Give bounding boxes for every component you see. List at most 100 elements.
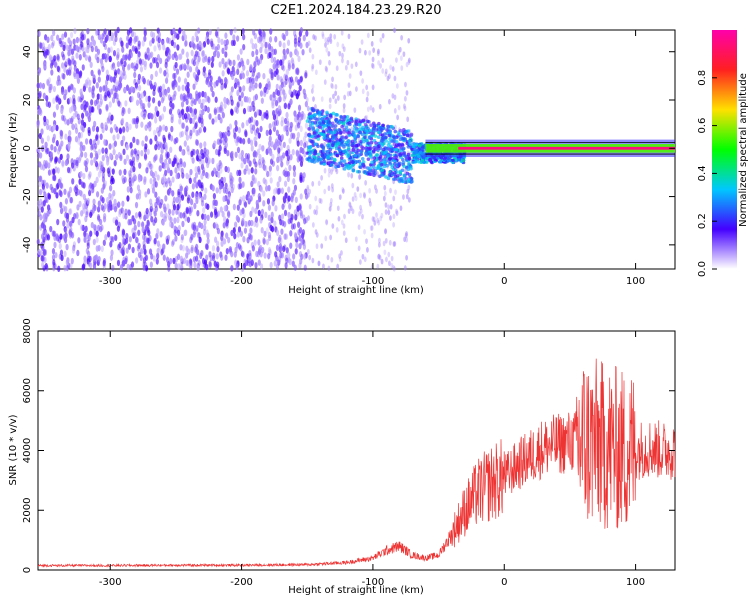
noise-cell — [130, 86, 134, 93]
noise-cell — [138, 58, 142, 65]
noise-cell — [135, 155, 140, 163]
noise-cell — [180, 236, 184, 244]
noise-cell — [162, 89, 166, 96]
noise-cell — [48, 54, 52, 61]
noise-cell — [254, 216, 259, 223]
noise-cell — [270, 216, 274, 224]
noise-cell — [298, 262, 302, 269]
noise-cell — [402, 51, 406, 57]
noise-cell — [100, 204, 104, 211]
noise-cell — [277, 259, 281, 266]
noise-cell — [201, 200, 205, 207]
noise-cell — [264, 41, 268, 49]
noise-cell — [62, 220, 66, 227]
noise-cell — [257, 209, 261, 217]
noise-cell — [69, 197, 73, 204]
onset-cell — [408, 165, 413, 169]
noise-cell — [127, 38, 132, 46]
noise-cell — [93, 254, 98, 262]
noise-cell — [52, 174, 57, 181]
noise-cell — [275, 244, 280, 252]
noise-cell — [149, 198, 153, 205]
noise-cell — [75, 212, 79, 220]
noise-cell — [223, 205, 227, 212]
noise-cell — [247, 137, 251, 145]
onset-cell — [337, 161, 342, 166]
noise-cell — [97, 33, 101, 41]
noise-cell — [174, 235, 178, 242]
noise-cell — [68, 44, 72, 52]
noise-cell — [290, 213, 294, 220]
onset-cell — [307, 133, 311, 138]
noise-cell — [285, 247, 289, 254]
noise-cell — [189, 259, 193, 266]
noise-cell — [171, 176, 175, 183]
noise-cell — [130, 30, 134, 38]
noise-cell — [170, 39, 174, 47]
noise-cell — [198, 117, 202, 124]
noise-cell — [272, 188, 277, 195]
noise-cell — [190, 150, 194, 158]
onset-cell — [390, 124, 394, 129]
noise-cell — [95, 191, 100, 198]
noise-cell — [275, 229, 280, 236]
noise-cell — [95, 133, 99, 140]
noise-cell — [276, 181, 280, 188]
onset-cell — [366, 157, 371, 161]
noise-cell — [108, 143, 112, 150]
onset-cell — [370, 160, 374, 165]
onset-cell — [395, 147, 399, 152]
noise-cell — [254, 207, 258, 215]
noise-cell — [228, 248, 233, 255]
noise-cell — [125, 154, 130, 161]
noise-cell — [203, 54, 208, 61]
noise-cell — [206, 203, 210, 210]
noise-cell — [190, 100, 194, 107]
noise-cell — [331, 83, 334, 90]
onset-cell — [307, 127, 311, 131]
noise-cell — [251, 43, 255, 50]
noise-cell — [135, 122, 139, 129]
noise-cell — [254, 161, 258, 168]
noise-cell — [180, 101, 185, 108]
noise-cell — [154, 216, 158, 224]
noise-cell — [90, 221, 94, 229]
noise-cell — [358, 47, 362, 54]
noise-cell — [40, 137, 45, 144]
noise-cell — [286, 48, 290, 55]
noise-cell — [241, 72, 245, 79]
noise-cell — [248, 77, 252, 84]
noise-cell — [145, 167, 149, 174]
noise-cell — [200, 173, 204, 180]
noise-cell — [302, 172, 306, 179]
noise-cell — [373, 184, 377, 191]
noise-cell — [135, 236, 139, 244]
onset-cell — [386, 153, 390, 158]
noise-cell — [77, 133, 81, 140]
onset-cell — [369, 155, 373, 159]
noise-cell — [59, 190, 63, 198]
onset-cell — [316, 137, 321, 141]
noise-cell — [195, 129, 199, 137]
onset-cell — [327, 143, 332, 148]
noise-cell — [156, 198, 160, 206]
noise-cell — [162, 124, 166, 131]
noise-cell — [195, 255, 199, 262]
noise-cell — [169, 96, 173, 104]
noise-cell — [105, 74, 110, 81]
noise-cell — [68, 129, 72, 137]
noise-cell — [154, 144, 158, 151]
noise-cell — [184, 129, 188, 136]
noise-cell — [296, 140, 300, 147]
noise-cell — [224, 254, 228, 261]
onset-cell — [346, 166, 351, 171]
noise-cell — [368, 201, 372, 207]
noise-cell — [235, 139, 239, 147]
noise-cell — [109, 46, 113, 53]
noise-cell — [156, 240, 160, 247]
noise-cell — [120, 139, 124, 147]
noise-cell — [361, 88, 365, 95]
noise-cell — [255, 221, 259, 228]
noise-cell — [258, 153, 262, 161]
noise-cell — [70, 48, 75, 56]
